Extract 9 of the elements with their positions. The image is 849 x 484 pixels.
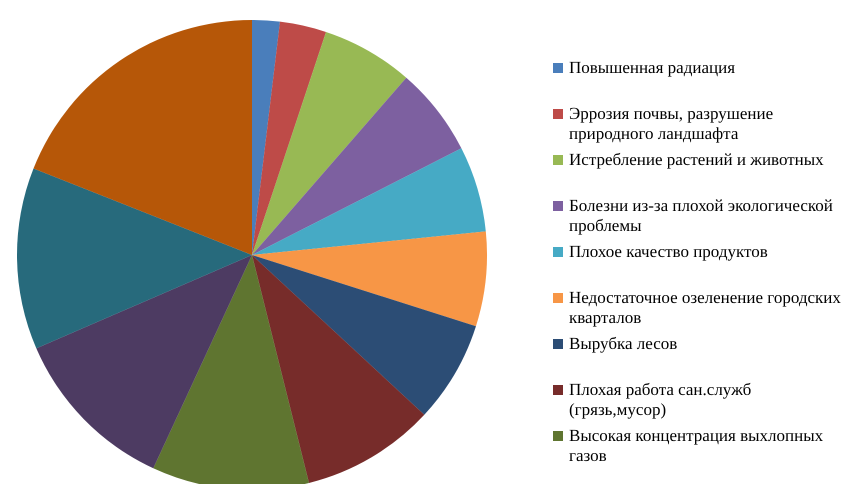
legend-label: Вырубка лесов xyxy=(569,334,678,354)
legend-label: Болезни из-за плохой экологической проблемы xyxy=(569,196,834,236)
legend-label: Истребление растений и животных xyxy=(569,150,824,170)
legend-label: Высокая концентрация выхлопных газов xyxy=(569,426,824,466)
legend-label: Повышенная радиация xyxy=(569,58,736,78)
legend-label: Эррозия почвы, разрушение природного ландшафта xyxy=(569,104,774,144)
legend-label: Плохое качество продуктов xyxy=(569,242,768,262)
legend-label: Недостаточное озеленение городских кварталов xyxy=(569,288,842,328)
legend-label: Плохая работа сан.служб (грязь,мусор) xyxy=(569,380,752,420)
